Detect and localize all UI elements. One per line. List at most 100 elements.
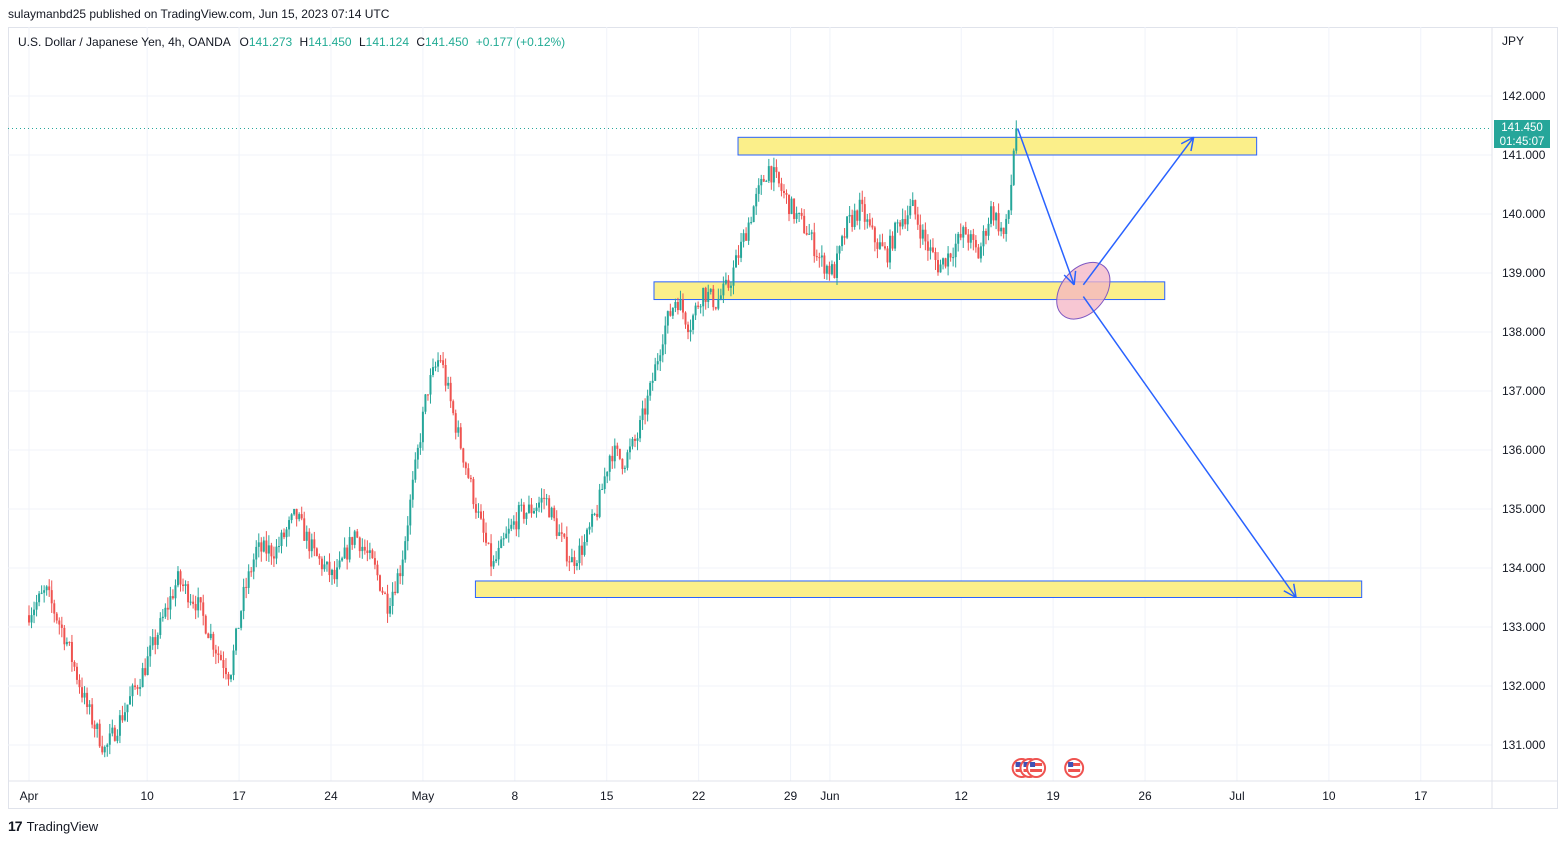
price-axis: 142.000 141.000 140.000 139.000 138.000 137.0… <box>1502 89 1546 752</box>
candle-body <box>490 543 493 567</box>
candle-body <box>300 514 303 519</box>
candle-body <box>737 255 740 258</box>
candle-body <box>939 264 942 273</box>
projection-arrow[interactable] <box>1082 296 1297 598</box>
candle-body <box>414 459 417 480</box>
candle-body <box>235 628 238 651</box>
candle-body <box>106 744 109 747</box>
candle-body <box>118 715 121 736</box>
symbol-legend[interactable]: U.S. Dollar / Japanese Yen, 4h, OANDA O1… <box>18 35 565 49</box>
projection-arrow[interactable] <box>1082 136 1195 286</box>
candle-body <box>477 511 480 513</box>
candle-body <box>366 550 369 553</box>
time-tick-label: Jun <box>820 789 839 803</box>
candle-body <box>434 366 437 368</box>
candle-body <box>848 214 851 217</box>
candle-body <box>515 521 518 530</box>
low-value: 141.124 <box>365 35 410 49</box>
candle-body <box>1010 184 1013 211</box>
candle-body <box>45 586 48 591</box>
zone-support[interactable] <box>653 281 1166 301</box>
candle-body <box>825 265 828 274</box>
arrow-head <box>1293 583 1297 598</box>
candle-body <box>510 524 513 529</box>
open-label: O <box>239 35 249 49</box>
candle-body <box>376 564 379 576</box>
price-tick-label: 139.000 <box>1502 266 1546 280</box>
candle-body <box>58 620 61 625</box>
candle-body <box>260 542 263 552</box>
candle-body <box>131 685 134 697</box>
candle-body <box>634 438 636 441</box>
zone-resistance[interactable] <box>737 136 1258 156</box>
candle-body <box>285 529 288 538</box>
candle-body <box>793 198 796 219</box>
candle-body <box>926 241 929 251</box>
candle-body <box>714 307 717 309</box>
candle-body <box>788 194 791 215</box>
candle-body <box>373 558 376 565</box>
candle-body <box>472 479 475 505</box>
chart-frame[interactable] <box>8 27 1558 809</box>
candle-body <box>815 256 818 258</box>
zone-target[interactable] <box>474 580 1363 598</box>
candle-body <box>762 178 765 182</box>
candle-body <box>942 258 945 265</box>
candle-body <box>63 627 66 645</box>
candle-body <box>432 367 434 376</box>
candle-body <box>404 541 407 560</box>
candle-body <box>598 489 601 517</box>
candle-body <box>265 540 268 554</box>
candle-body <box>911 200 914 207</box>
candle-body <box>656 361 659 365</box>
candle-body <box>182 584 185 587</box>
candle-body <box>288 520 291 530</box>
candle-body <box>391 591 394 606</box>
candle-body <box>949 253 952 258</box>
candle-body <box>820 255 823 258</box>
candle-body <box>411 479 414 500</box>
candle-body <box>944 258 947 267</box>
candle-body <box>217 653 220 655</box>
candle-body <box>262 540 265 552</box>
candle-body <box>53 603 56 614</box>
candle-body <box>245 586 248 588</box>
candle-body <box>464 462 467 469</box>
candle-body <box>310 539 313 552</box>
us-flag-event-icon[interactable] <box>1064 758 1085 778</box>
candle-body <box>394 591 397 594</box>
candle-body <box>977 247 980 259</box>
candle-body <box>116 735 119 741</box>
candle-body <box>28 615 30 623</box>
footer-brand[interactable]: 17 TradingView <box>8 818 98 834</box>
candle-body <box>154 637 157 645</box>
candle-body <box>626 452 629 468</box>
candle-body <box>697 305 700 307</box>
candle-body <box>161 616 164 619</box>
candle-body <box>159 618 162 636</box>
candle-body <box>179 571 182 585</box>
candle-body <box>868 219 871 226</box>
candle-body <box>371 550 374 559</box>
candle-body <box>129 696 131 705</box>
projection-arrow[interactable] <box>1016 128 1075 286</box>
candle-body <box>611 455 614 462</box>
candle-body <box>767 166 770 181</box>
candle-body <box>540 497 543 503</box>
candle-body <box>176 571 179 586</box>
candle-body <box>651 380 654 383</box>
candle-body <box>505 533 508 539</box>
candle-body <box>512 521 515 525</box>
candle-body <box>88 704 91 707</box>
candle-body <box>336 567 339 580</box>
candle-body <box>692 315 695 330</box>
candle-body <box>164 607 167 617</box>
us-flag-event-icon[interactable] <box>1026 758 1047 778</box>
candle-body <box>224 667 227 675</box>
candle-body <box>204 615 207 634</box>
candle-body <box>952 257 955 259</box>
candle-body <box>184 584 187 587</box>
candle-body <box>790 198 793 215</box>
candle-body <box>699 306 702 308</box>
